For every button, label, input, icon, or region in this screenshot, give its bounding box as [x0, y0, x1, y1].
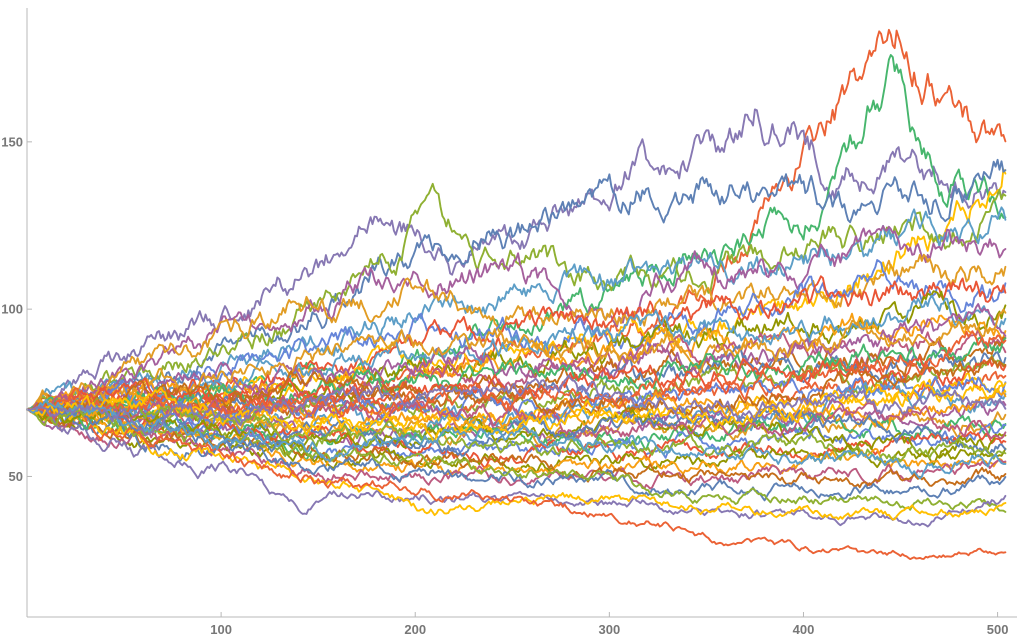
series-line-28: [26, 402, 1007, 490]
series-line-36: [26, 303, 1007, 420]
series-line-41: [26, 404, 1007, 459]
x-tick-label: 200: [404, 622, 426, 637]
series-line-39: [26, 374, 1007, 426]
series-line-8: [26, 225, 1007, 411]
series-line-44: [26, 356, 1007, 419]
series-line-31: [26, 396, 1007, 513]
series-line-13: [26, 312, 1007, 419]
series-line-32: [26, 407, 1007, 528]
x-tick-label: 400: [793, 622, 815, 637]
series-line-6: [26, 182, 1007, 412]
y-tick-label: 100: [1, 302, 23, 317]
x-tick-label: 500: [987, 622, 1009, 637]
series-line-11: [26, 275, 1007, 418]
series-line-49: [26, 398, 1007, 480]
series-layer: [26, 28, 1007, 561]
x-tick-label: 300: [599, 622, 621, 637]
y-axis-ticks: 50 100 150: [1, 134, 32, 484]
series-line-34: [26, 405, 1007, 561]
series-line-2: [26, 108, 1007, 411]
y-tick-label: 150: [1, 134, 23, 149]
series-line-26: [26, 408, 1007, 474]
series-line-33: [26, 402, 1007, 521]
y-tick-label: 50: [9, 469, 23, 484]
series-line-50: [26, 374, 1007, 436]
x-axis-ticks: 100 200 300 400 500: [210, 612, 1008, 637]
x-tick-label: 100: [210, 622, 232, 637]
